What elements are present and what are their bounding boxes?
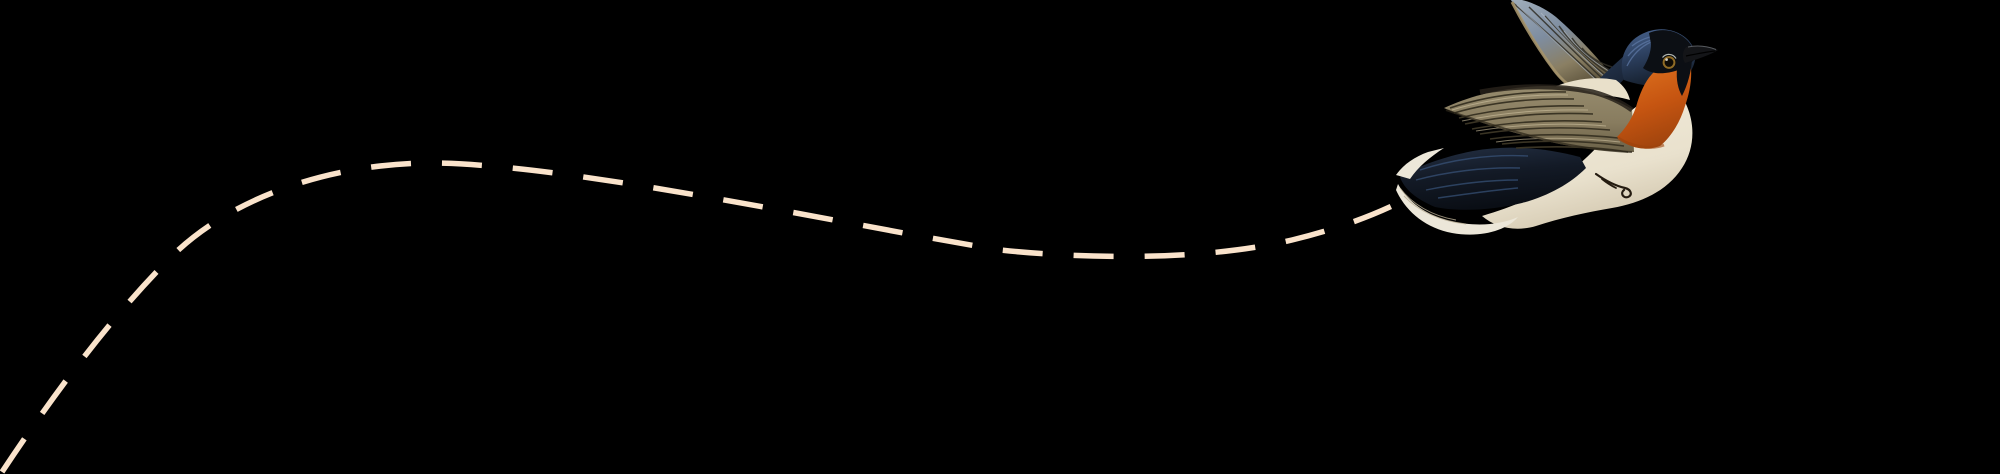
raised-wing-feather-highlights: [1516, 4, 1610, 80]
eye-iris-ring: [1662, 56, 1676, 69]
beak: [1682, 45, 1718, 63]
throat-patch-lower-rim: [1617, 136, 1665, 149]
near-wing-bottom-edge: [1445, 109, 1633, 153]
beak-culmen-highlight: [1687, 45, 1717, 50]
foot-curl: [1594, 172, 1632, 199]
tail-sheen-lines: [1415, 154, 1529, 199]
face-mask: [1643, 30, 1695, 74]
tail-white-top-edge: [1396, 148, 1444, 179]
throat-patch: [1617, 58, 1692, 149]
eye-ring-highlight: [1662, 53, 1677, 59]
foot-toe: [1601, 178, 1617, 189]
near-wing-light-striations: [1451, 94, 1621, 143]
raised-wing: [1511, 0, 1616, 88]
swallow-bird: [1396, 0, 1718, 235]
tail-white-feather-separations: [1399, 187, 1467, 225]
near-wing-striations: [1449, 91, 1629, 153]
malar-stripe: [1676, 60, 1692, 96]
near-wing-top-band: [1479, 84, 1634, 113]
flight-trail-dashed-path: [0, 160, 1414, 474]
raised-wing-feather-lines: [1511, 1, 1613, 82]
tail-white-bottom-feathers: [1396, 184, 1518, 235]
beak-gape-line: [1685, 50, 1716, 57]
eye-glint: [1665, 58, 1668, 61]
